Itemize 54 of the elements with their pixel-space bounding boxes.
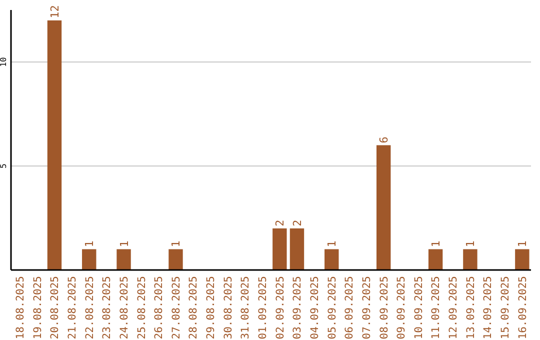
bar xyxy=(515,249,530,270)
x-tick-label: 18.08.2025 xyxy=(14,276,27,340)
bar xyxy=(82,249,96,270)
data-label: 1 xyxy=(430,240,443,248)
x-tick-label: 07.09.2025 xyxy=(360,276,373,340)
x-tick-label: 26.08.2025 xyxy=(153,276,166,340)
bar xyxy=(272,228,287,270)
data-label: 1 xyxy=(170,240,183,248)
bar xyxy=(324,249,339,270)
x-tick-label: 15.09.2025 xyxy=(500,276,512,340)
x-tick-label: 28.08.2025 xyxy=(188,276,200,340)
data-label: 2 xyxy=(290,220,304,226)
x-tick-label: 11.09.2025 xyxy=(430,276,442,340)
bar xyxy=(290,228,304,270)
x-tick-label: 12.09.2025 xyxy=(448,276,460,340)
y-tick-label: 5 xyxy=(0,163,8,168)
x-tick-label: 31.08.2025 xyxy=(240,276,252,340)
bar xyxy=(168,249,183,270)
x-tick-label: 23.08.2025 xyxy=(101,276,114,340)
data-label: 6 xyxy=(378,136,391,144)
x-tick-label: 14.09.2025 xyxy=(482,276,494,340)
data-label: 12 xyxy=(48,5,62,18)
data-label: 2 xyxy=(274,220,287,226)
bar xyxy=(376,145,391,270)
data-label: 1 xyxy=(464,240,478,248)
x-tick-label: 09.09.2025 xyxy=(396,276,408,340)
x-tick-label: 27.08.2025 xyxy=(170,276,182,340)
x-tick-label: 16.09.2025 xyxy=(516,276,529,340)
x-tick-label: 25.08.2025 xyxy=(136,276,148,340)
x-tick-label: 05.09.2025 xyxy=(326,276,338,340)
data-label: 1 xyxy=(326,240,339,248)
x-tick-label: 01.09.2025 xyxy=(257,276,270,340)
x-tick-label: 22.08.2025 xyxy=(84,276,96,340)
data-label: 1 xyxy=(83,240,96,248)
bar xyxy=(463,249,478,270)
y-tick-label: 10 xyxy=(0,57,8,67)
bar xyxy=(116,249,131,270)
data-label: 1 xyxy=(516,240,530,248)
x-tick-label: 13.09.2025 xyxy=(464,276,477,340)
x-tick-label: 30.08.2025 xyxy=(222,276,234,340)
x-tick-label: 03.09.2025 xyxy=(292,276,304,340)
bar xyxy=(47,20,62,270)
x-tick-label: 02.09.2025 xyxy=(274,276,286,340)
x-tick-label: 10.09.2025 xyxy=(412,276,425,340)
x-tick-label: 04.09.2025 xyxy=(308,276,321,340)
data-label: 1 xyxy=(118,240,131,248)
bar xyxy=(428,249,443,270)
x-tick-label: 19.08.2025 xyxy=(32,276,44,340)
x-tick-label: 08.09.2025 xyxy=(378,276,390,340)
x-tick-label: 21.08.2025 xyxy=(66,276,78,340)
x-tick-label: 06.09.2025 xyxy=(344,276,356,340)
x-tick-label: 20.08.2025 xyxy=(49,276,62,340)
x-tick-label: 29.08.2025 xyxy=(205,276,218,340)
x-tick-label: 24.08.2025 xyxy=(118,276,130,340)
